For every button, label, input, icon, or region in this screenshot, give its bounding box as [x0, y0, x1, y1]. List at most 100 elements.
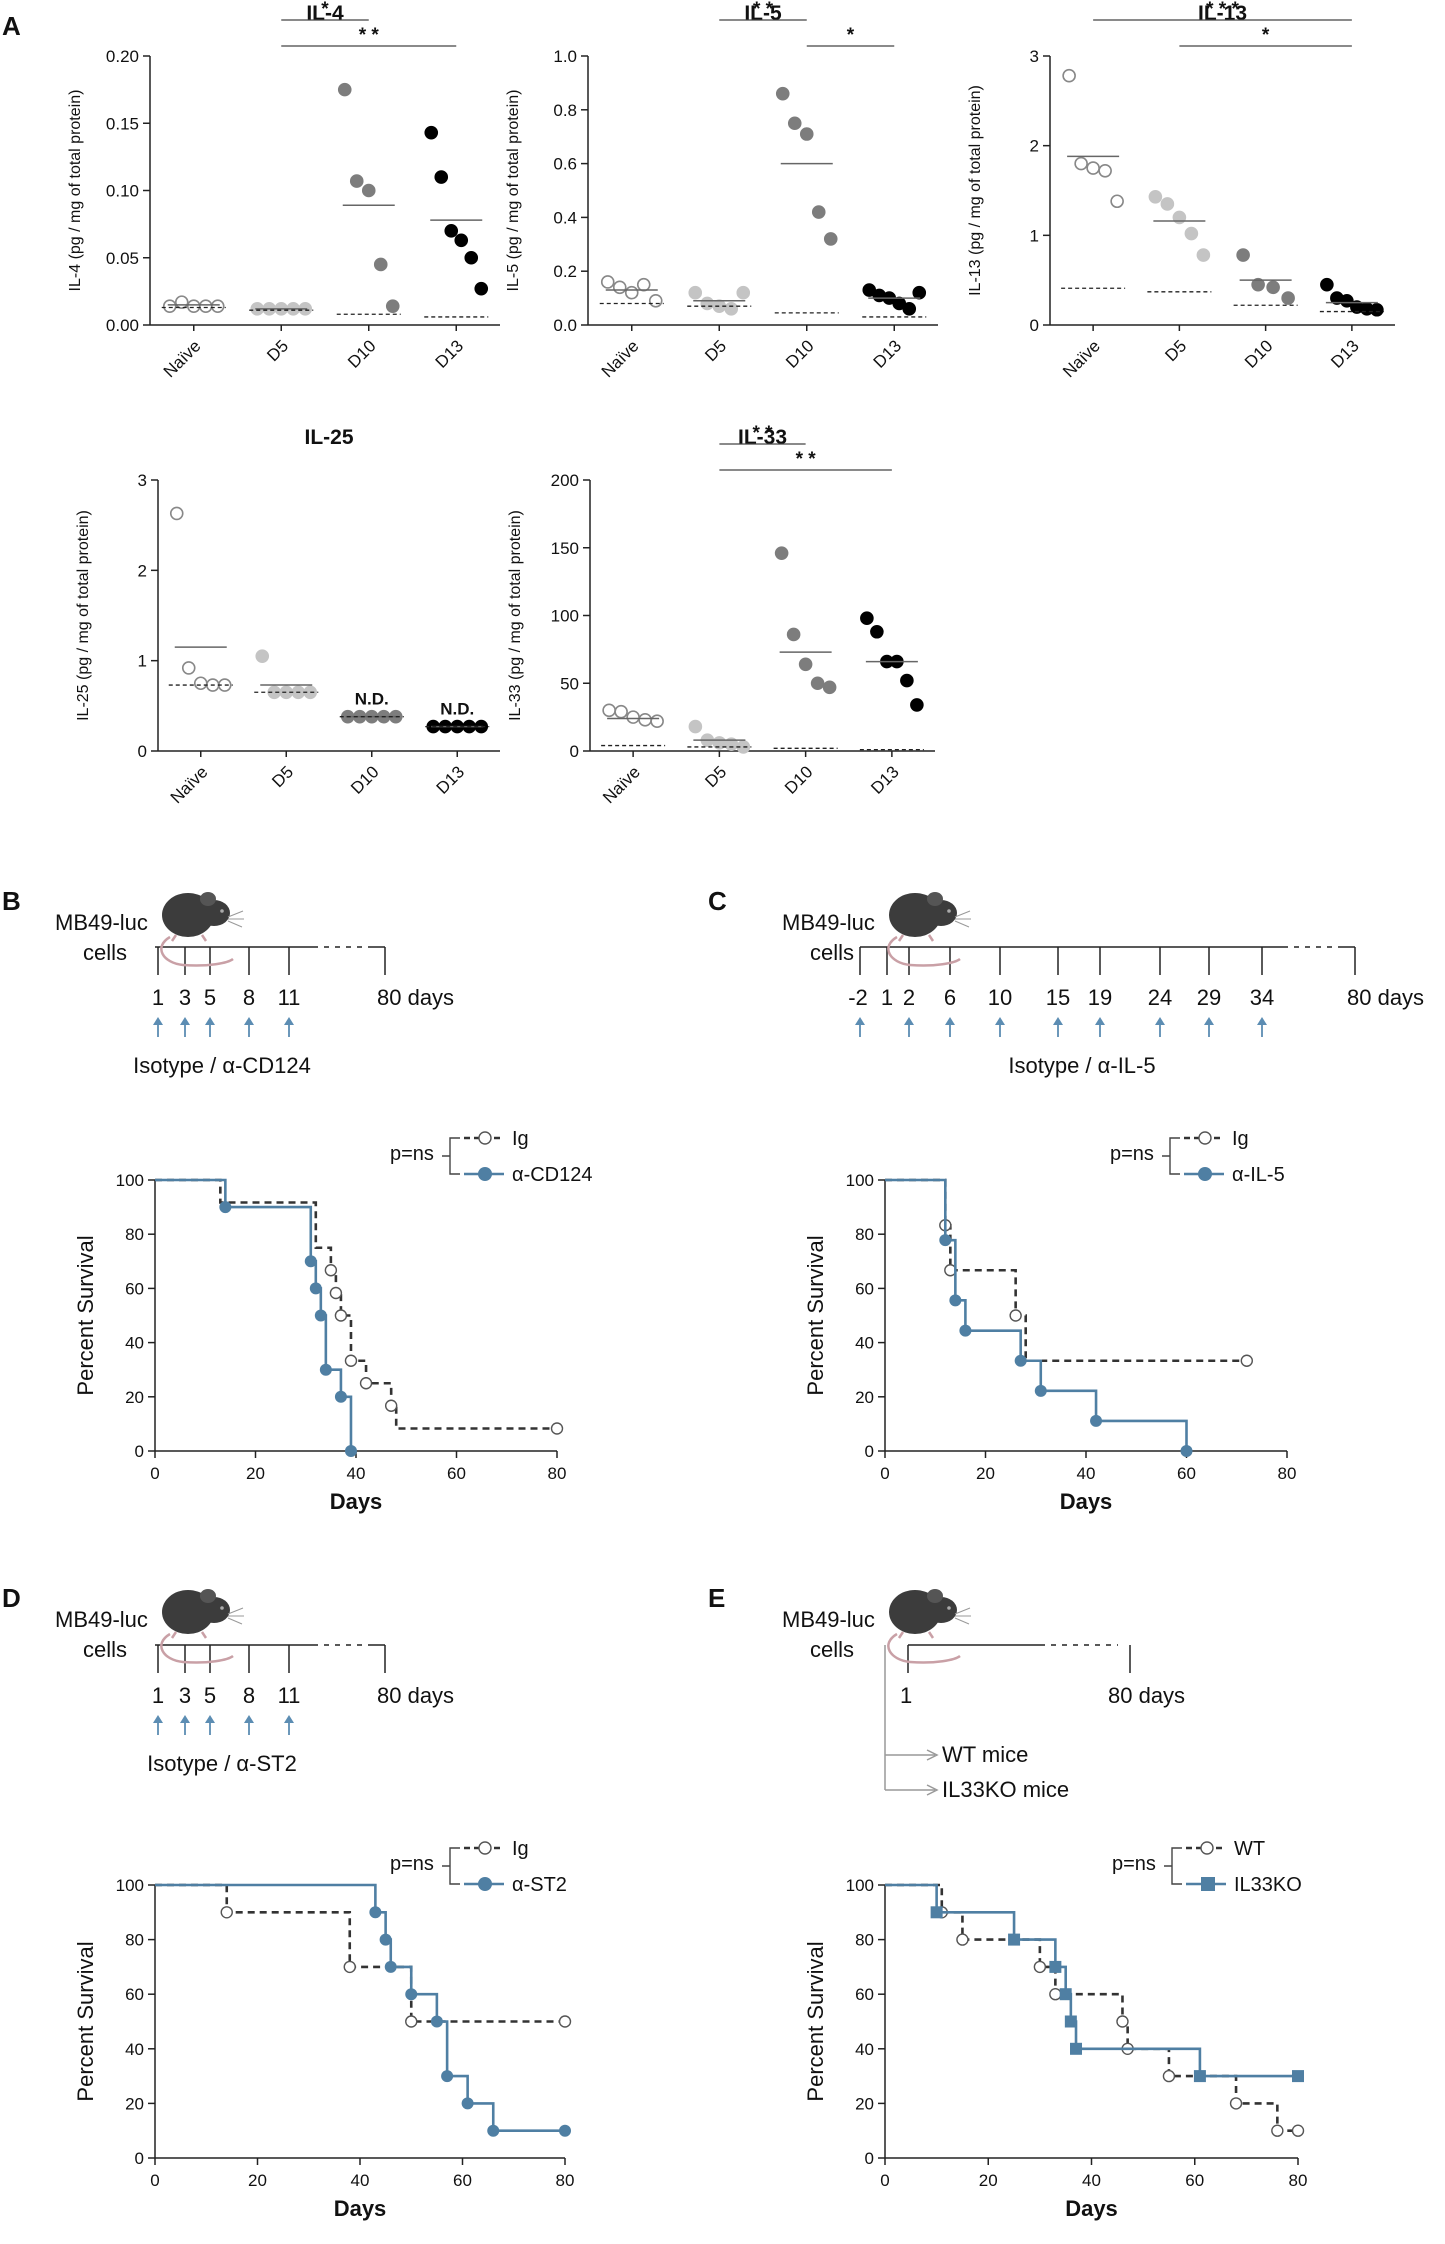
il25-chart: IL-25 0 1 2 3 IL-25 (pg / mg of total protein…: [75, 426, 500, 807]
il33-chart: IL-33 0 50 100 150 200 IL-33 (pg / mg of total…: [507, 423, 935, 807]
il33-y-tick-label: 50: [560, 674, 579, 693]
survD-x-tick-label: 20: [248, 2171, 267, 2190]
il25-not-detected-label: N.D.: [440, 700, 474, 719]
il5-point: [624, 285, 639, 300]
survD-series-marker: [369, 1906, 382, 1919]
survC-series-marker: [1014, 1354, 1027, 1367]
survB-series-line: [155, 1178, 557, 1430]
survD-mouse-tail: [160, 1632, 234, 1664]
survE-branch-arrow: [926, 1784, 939, 1796]
il4-sig-stars: * *: [359, 25, 380, 46]
survC-mouse-icon: [887, 892, 971, 967]
il25-y-tick-label: 0: [138, 742, 147, 761]
survE-branch-arrow: [926, 1749, 939, 1761]
survC-mouse-feet: [897, 934, 935, 942]
survE-y-label: Percent Survival: [803, 1941, 828, 2101]
survB-series-marker: [359, 1377, 373, 1390]
survE-legend-marker: [1201, 1877, 1215, 1891]
survE-x-tick-label: 40: [1082, 2171, 1101, 2190]
survB-dose-arrowhead: [244, 1017, 254, 1025]
il13-point: [1266, 280, 1280, 295]
il4-y-label: IL-4 (pg / mg of total protein): [67, 90, 84, 292]
il5-y-tick-label: 0.0: [553, 316, 577, 335]
survC-y-tick-label: 100: [846, 1171, 874, 1190]
survE-series-line: [885, 1883, 1298, 2132]
il4-point: [444, 224, 459, 238]
il5-point: [902, 302, 917, 316]
survB-legend-bracket: [442, 1137, 460, 1175]
survD-timeline-end-day: 80 days: [377, 1683, 454, 1708]
il5-chart: IL-5 0.0 0.2 0.4 0.6 0.8 1.0 IL-5 (pg / mg of t…: [505, 0, 938, 381]
survC-mouse-whiskers: [954, 910, 971, 928]
il25-y-label: IL-25 (pg / mg of total protein): [75, 510, 92, 721]
survE-branch-label: WT mice: [942, 1742, 1028, 1767]
il4-point: [174, 295, 189, 309]
survD-series-marker: [405, 2015, 418, 2028]
survC-series-marker: [939, 1234, 952, 1247]
survC-legend-bracket: [1162, 1137, 1180, 1175]
il13-x-tick-label: D13: [1327, 336, 1362, 371]
survD-legend-bracket: [442, 1847, 460, 1885]
il25-point: [169, 506, 184, 521]
il5-point: [823, 232, 838, 246]
il25-x-tick-label: Naïve: [167, 762, 212, 807]
survB-y-label: Percent Survival: [73, 1235, 98, 1395]
survE-mouse-feet: [897, 1631, 935, 1639]
survE-p-value: p=ns: [1112, 1853, 1156, 1875]
survB-legend-label: α-CD124: [512, 1164, 592, 1186]
il33-title: IL-33: [738, 426, 787, 449]
survB-series-marker: [309, 1282, 322, 1295]
il33-point: [638, 713, 652, 727]
survB-x-label: Days: [330, 1489, 383, 1514]
survC-legend-label: α-IL-5: [1232, 1164, 1285, 1186]
survC-series-line: [885, 1178, 1247, 1363]
survC-series-marker: [1009, 1309, 1022, 1322]
il33-point: [602, 703, 616, 718]
survC-series-marker: [959, 1324, 972, 1337]
il13-chart: IL-13 0 1 2 3 IL-13 (pg / mg of total protein…: [967, 0, 1395, 381]
survC-p-value: p=ns: [1110, 1143, 1154, 1165]
il33-point: [870, 624, 884, 639]
il13-point: [1148, 189, 1163, 204]
survC-timeline-end-day: 80 days: [1347, 985, 1424, 1010]
survE-branch-label: IL33KO mice: [942, 1777, 1069, 1802]
survD-series-marker: [343, 1960, 356, 1974]
il33-sig-stars: * *: [752, 423, 773, 444]
survB-x-tick-label: 40: [347, 1464, 366, 1483]
survB-x-tick-label: 20: [246, 1464, 265, 1483]
survE-legend-label: IL33KO: [1234, 1874, 1302, 1896]
survD-x-tick-label: 0: [150, 2171, 159, 2190]
survC-treatment-label: Isotype / α-IL-5: [1008, 1053, 1155, 1078]
survB-series-marker: [219, 1201, 232, 1214]
survB-mouse-feet: [170, 934, 208, 942]
survD-series-marker: [430, 2015, 443, 2028]
survE-series-marker: [1064, 2015, 1077, 2028]
survC-x-tick-label: 80: [1278, 1464, 1297, 1483]
il33-point: [786, 627, 801, 642]
survC-timeline-day: 29: [1197, 985, 1221, 1010]
survD-mouse-head: [198, 1597, 230, 1623]
il33-x-tick-label: Naïve: [599, 762, 644, 807]
il33-point: [626, 710, 640, 724]
survD-y-label: Percent Survival: [73, 1941, 98, 2101]
survD-series-line: [155, 1883, 565, 2023]
survE-series-marker: [1070, 2042, 1083, 2055]
il33-y-tick-label: 100: [551, 607, 579, 626]
survE-series-marker: [1008, 1933, 1021, 1946]
survC-dose-arrowhead: [855, 1017, 865, 1025]
survD-y-tick-label: 40: [125, 2040, 144, 2059]
survD-series-marker: [384, 1960, 397, 1973]
survC-timeline-day: 19: [1088, 985, 1112, 1010]
survC-series-marker: [1240, 1354, 1254, 1367]
survD-y-tick-label: 20: [125, 2094, 144, 2113]
survB-dose-arrowhead: [180, 1017, 190, 1025]
survC-timeline-day: -2: [848, 985, 868, 1010]
il4-point: [361, 183, 376, 198]
survC-dose-arrowhead: [995, 1017, 1005, 1025]
il4-point: [162, 299, 177, 313]
survC-timeline-day: 2: [903, 985, 915, 1010]
il4-chart: IL-4 0.00 0.05 0.10 0.15 0.20 IL-4 (pg / mg of…: [67, 0, 500, 381]
il25-y-tick-label: 2: [138, 561, 147, 580]
il13-point: [1184, 226, 1199, 241]
survD-timeline-day: 1: [152, 1683, 164, 1708]
